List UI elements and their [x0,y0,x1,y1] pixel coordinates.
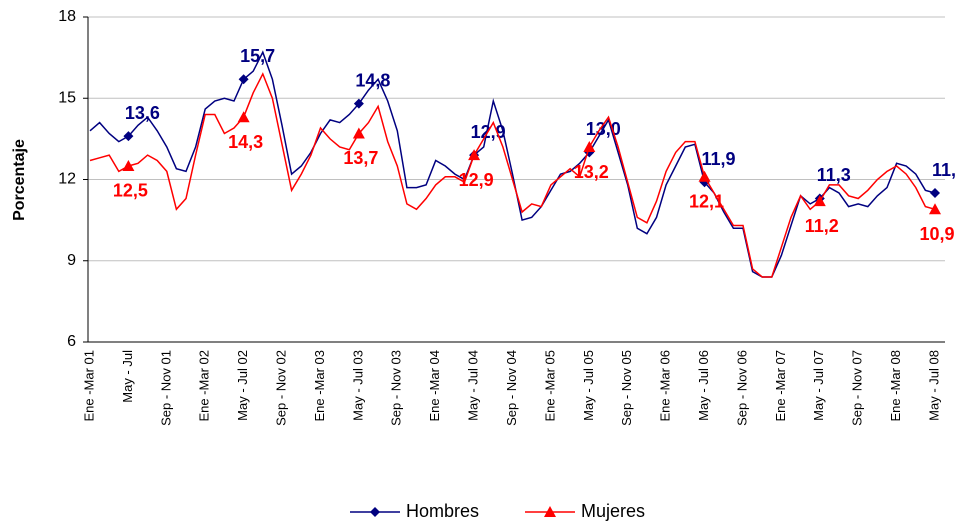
marker [813,195,826,207]
data-label: 11,5 [932,160,956,180]
y-tick-label: 18 [58,8,76,25]
data-label: 11,3 [817,165,851,185]
marker [698,170,711,182]
y-tick-label: 12 [58,171,76,188]
data-label: 15,7 [240,46,275,66]
marker [468,149,481,161]
marker [544,506,556,517]
data-label: 12,1 [689,192,724,212]
x-tick-label: May - Jul 07 [811,350,826,421]
series-line [89,72,936,278]
data-label: 11,9 [702,149,736,169]
x-tick-label: May - Jul [120,350,135,403]
marker [353,98,364,109]
marker [122,159,135,171]
x-tick-label: May - Jul 06 [696,350,711,421]
marker [583,141,596,152]
x-tick-label: Ene -Mar 06 [658,350,673,422]
y-tick-label: 9 [67,252,76,269]
x-tick-label: Sep - Nov 03 [389,350,404,426]
marker [237,111,250,123]
x-tick-label: Ene -Mar 02 [197,350,212,422]
legend-label: Mujeres [581,501,645,521]
data-label: 14,8 [355,70,390,90]
legend-label: Hombres [406,501,479,521]
x-tick-label: Ene -Mar 04 [427,350,442,422]
marker [930,188,940,199]
data-label: 10,9 [919,224,954,244]
data-label: 13,6 [125,103,160,123]
marker [238,74,249,85]
x-tick-label: Ene -Mar 05 [542,350,557,422]
x-tick-label: May - Jul 02 [235,350,250,421]
y-tick-label: 6 [67,333,76,350]
x-tick-label: Ene -Mar 07 [773,350,788,422]
x-tick-label: Sep - Nov 02 [273,350,288,426]
x-tick-label: Sep - Nov 06 [734,350,749,426]
x-tick-label: May - Jul 03 [350,350,365,421]
data-label: 13,0 [586,119,621,139]
x-tick-label: Sep - Nov 01 [158,350,173,426]
marker [929,203,941,215]
y-axis-label: Porcentaje [11,139,28,221]
marker [123,131,134,142]
x-tick-label: Sep - Nov 07 [850,350,865,426]
data-label: 12,9 [459,170,494,190]
marker [352,127,365,139]
x-tick-label: Ene -Mar 01 [81,350,96,422]
x-tick-label: Ene -Mar 03 [312,350,327,422]
x-tick-label: May - Jul 08 [926,350,941,421]
series-line [89,50,936,278]
data-label: 13,2 [574,162,609,182]
data-label: 13,7 [343,148,378,168]
x-tick-label: Sep - Nov 04 [504,350,519,426]
marker [370,507,380,517]
data-label: 11,2 [805,216,839,236]
x-tick-label: May - Jul 04 [466,350,481,421]
data-label: 12,5 [113,181,148,201]
x-tick-label: Sep - Nov 05 [619,350,634,426]
y-tick-label: 15 [58,89,76,106]
x-tick-label: May - Jul 05 [581,350,596,421]
x-tick-label: Ene -Mar 08 [888,350,903,422]
data-label: 14,3 [228,132,263,152]
